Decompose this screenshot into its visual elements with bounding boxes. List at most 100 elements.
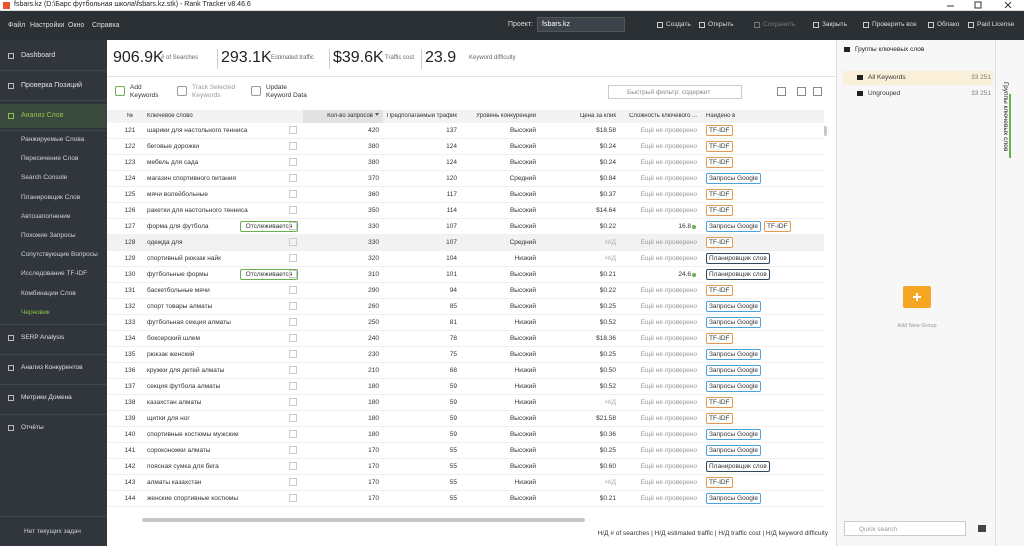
menu-item[interactable]: Окно <box>68 22 85 29</box>
table-row[interactable]: 135 рюкзак женский 230 75 Высокий $0.25 Ещё не… <box>107 347 824 363</box>
table-row[interactable]: 137 секция футбола алматы 180 59 Низкий $0.52… <box>107 379 824 395</box>
add-button[interactable] <box>289 478 297 486</box>
quick-search[interactable]: Quick search <box>844 521 966 536</box>
v-scrollbar[interactable] <box>823 126 827 136</box>
subnav-item[interactable]: Похожие Запросы <box>21 232 76 239</box>
toolbar-button[interactable]: Закрыть <box>822 21 848 28</box>
add-button[interactable] <box>289 302 297 310</box>
subnav-item[interactable]: Планировщик Слов <box>21 193 81 201</box>
add-button[interactable] <box>289 462 297 470</box>
nav-item[interactable]: Отчёты <box>21 424 44 431</box>
table-row[interactable]: 144 женские спортивные костюмы 170 55 Высоки… <box>107 491 824 507</box>
table-row[interactable]: 142 поясная сумка для бега 170 55 Высокий $0.… <box>107 459 824 475</box>
group-name[interactable]: Ungrouped <box>868 90 901 97</box>
add-button[interactable] <box>289 494 297 502</box>
column-header[interactable]: Цена за клик <box>579 113 616 119</box>
menu-item[interactable]: Настройки <box>30 22 65 29</box>
table-row[interactable]: 124 магазин спортивного питания 370 120 Сред… <box>107 171 824 187</box>
nav-item[interactable]: Метрики Домена <box>21 394 72 401</box>
subnav-item[interactable]: Автозаполнение <box>21 212 71 220</box>
table-row[interactable]: 129 спортивный рюкзак найк 320 104 Низкий Н/Д… <box>107 251 824 267</box>
subnav-item[interactable]: Черновик <box>21 308 50 316</box>
table-row[interactable]: 132 спорт товары алматы 260 85 Высокий $0.25 Е… <box>107 299 824 315</box>
table-row[interactable]: 141 сороконожки алматы 170 55 Высокий $0.25 Ещ… <box>107 443 824 459</box>
view-icon[interactable] <box>797 87 806 96</box>
subnav-item[interactable]: Пересечение Слов <box>21 155 79 163</box>
table-row[interactable]: 123 мебель для сада 380 124 Высокий $0.24 Ещё … <box>107 155 824 171</box>
nav-item[interactable]: Проверка Позиций <box>21 82 83 89</box>
action-label[interactable]: Add <box>130 84 142 91</box>
table-row[interactable]: 139 щитки для ног 180 59 Высокий $21.58 Ещё не… <box>107 411 824 427</box>
column-header[interactable]: Ключевое слово <box>147 113 193 119</box>
nav-item[interactable]: Анализ Слов <box>21 112 64 119</box>
column-header[interactable]: Найдено в <box>706 113 736 119</box>
column-header[interactable]: Уровень конкуренции <box>476 113 536 119</box>
subnav-item[interactable]: Комбинации Слов <box>21 289 76 297</box>
toolbar-button[interactable]: Сохранить <box>763 21 796 28</box>
add-button[interactable] <box>289 174 297 182</box>
add-button[interactable] <box>289 382 297 390</box>
action-label[interactable]: Track Selected <box>192 84 236 91</box>
toolbar-button[interactable]: Проверить все <box>872 21 917 28</box>
add-button[interactable] <box>289 158 297 166</box>
table-row[interactable]: 122 беговые дорожки 380 124 Высокий $0.24 Ещё … <box>107 139 824 155</box>
action-label[interactable]: Keywords <box>130 92 159 99</box>
table-row[interactable]: 133 футбольная секция алматы 250 81 Низкий $0… <box>107 315 824 331</box>
column-header[interactable]: Сложность ключевого ... <box>629 113 697 119</box>
add-button[interactable] <box>289 238 297 246</box>
toolbar-icon[interactable] <box>968 22 974 28</box>
add-button[interactable] <box>289 142 297 150</box>
add-button[interactable] <box>289 222 297 230</box>
toolbar-button[interactable]: Создать <box>666 21 691 28</box>
add-button[interactable] <box>289 430 297 438</box>
nav-item[interactable]: SERP Analysis <box>21 334 65 341</box>
table-row[interactable]: 126 ракетки для настольного тенниса 350 114… <box>107 203 824 219</box>
toolbar-icon[interactable] <box>699 22 705 28</box>
add-button[interactable] <box>289 270 297 278</box>
add-button[interactable] <box>289 206 297 214</box>
subnav-item[interactable]: Сопутствующие Вопросы <box>21 251 98 259</box>
toolbar-button[interactable]: Paid License <box>977 21 1015 28</box>
subnav-item[interactable]: Исследование TF-IDF <box>21 270 88 278</box>
action-label[interactable]: Keyword Data <box>266 92 307 99</box>
add-group-label[interactable]: Add New Group <box>897 323 937 329</box>
action-label[interactable]: Keywords <box>192 92 221 99</box>
table-row[interactable]: 125 мячи волейбольные 360 117 Высокий $0.37 Ещ… <box>107 187 824 203</box>
table-row[interactable]: 143 алматы казахстан 170 55 Низкий Н/Д Ещё не … <box>107 475 824 491</box>
folder-icon[interactable] <box>903 286 931 308</box>
add-button[interactable] <box>289 414 297 422</box>
table-row[interactable]: 138 казахстан алматы 180 59 Низкий Н/Д Ещё не … <box>107 395 824 411</box>
nav-item[interactable]: Dashboard <box>21 52 56 59</box>
table-row[interactable]: 130 футбольные формы Отслеживается 310 101 Вы… <box>107 267 824 283</box>
column-header[interactable]: Предполагаемый трафик <box>386 113 457 119</box>
view-icon[interactable] <box>813 87 822 96</box>
add-button[interactable] <box>289 366 297 374</box>
project-select[interactable]: fsbars.kz <box>537 17 625 32</box>
window-controls[interactable] <box>945 1 1020 10</box>
search-action[interactable] <box>978 525 986 532</box>
h-scrollbar[interactable] <box>142 518 585 522</box>
toolbar-icon[interactable] <box>813 22 819 28</box>
add-button[interactable] <box>289 398 297 406</box>
view-icon[interactable] <box>777 87 786 96</box>
add-button[interactable] <box>289 126 297 134</box>
action-icon[interactable] <box>115 86 125 96</box>
toolbar-icon[interactable] <box>657 22 663 28</box>
action-label[interactable]: Update <box>266 84 287 91</box>
table-row[interactable]: 121 шарики для настольного тенниса 420 137 В… <box>107 123 824 139</box>
column-header[interactable]: Кол-во запросов <box>303 113 379 119</box>
add-button[interactable] <box>289 254 297 262</box>
table-row[interactable]: 128 одежда для 330 107 Средний Н/Д Ещё не пров… <box>107 235 824 251</box>
toolbar-icon[interactable] <box>863 22 869 28</box>
action-icon[interactable] <box>251 86 261 96</box>
menu-item[interactable]: Файл <box>8 22 26 29</box>
table-row[interactable]: 140 спортивные костюмы мужские 180 59 Высоки… <box>107 427 824 443</box>
table-row[interactable]: 136 кружки для детей алматы 210 68 Низкий $0.… <box>107 363 824 379</box>
toolbar-icon[interactable] <box>754 22 760 28</box>
add-button[interactable] <box>289 350 297 358</box>
toolbar-button[interactable]: Облако <box>937 21 960 28</box>
action-icon[interactable] <box>177 86 187 96</box>
vertical-tab[interactable]: Группы ключевых слов <box>1002 82 1009 152</box>
toolbar-icon[interactable] <box>928 22 934 28</box>
add-button[interactable] <box>289 286 297 294</box>
